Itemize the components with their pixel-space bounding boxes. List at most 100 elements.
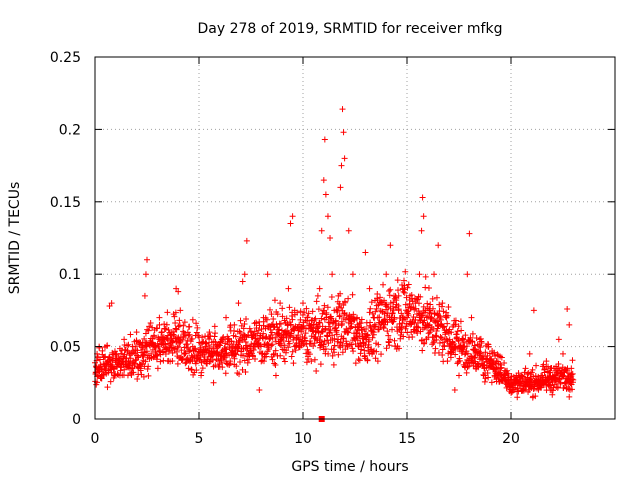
x-tick-label: 5 xyxy=(195,431,204,447)
data-point xyxy=(172,320,179,327)
data-point xyxy=(134,347,141,354)
data-point xyxy=(472,350,479,357)
data-point xyxy=(206,345,213,352)
data-point xyxy=(266,336,273,343)
data-point xyxy=(414,329,421,336)
data-point xyxy=(290,360,297,367)
data-point xyxy=(112,350,119,357)
data-point xyxy=(305,356,312,363)
y-tick-label: 0.05 xyxy=(50,340,81,356)
data-point xyxy=(349,345,356,352)
data-point xyxy=(133,329,140,336)
data-point xyxy=(248,329,254,336)
data-point xyxy=(373,348,380,355)
data-point xyxy=(420,213,427,220)
data-point xyxy=(399,285,406,292)
data-point xyxy=(99,347,106,354)
data-point xyxy=(380,281,387,288)
data-point xyxy=(570,376,577,383)
data-point xyxy=(408,329,415,336)
data-point xyxy=(180,322,187,329)
data-point xyxy=(237,329,244,336)
data-point xyxy=(315,306,322,313)
data-point xyxy=(336,342,343,349)
data-point xyxy=(477,344,484,351)
data-point xyxy=(363,325,370,332)
data-point xyxy=(372,308,379,315)
data-point xyxy=(447,350,454,357)
data-point xyxy=(560,385,567,392)
axis-ticks xyxy=(94,56,615,420)
data-point xyxy=(135,354,142,361)
y-tick-label: 0.2 xyxy=(59,122,81,138)
data-point xyxy=(142,330,149,337)
data-point xyxy=(533,362,540,369)
data-point xyxy=(324,304,331,311)
data-point xyxy=(282,328,289,335)
data-point xyxy=(389,310,396,317)
data-point xyxy=(291,307,298,314)
data-point xyxy=(289,213,296,220)
data-point xyxy=(212,362,219,369)
data-point xyxy=(374,290,381,297)
data-point xyxy=(348,323,355,330)
data-point xyxy=(314,292,321,299)
data-point xyxy=(209,356,216,363)
data-point xyxy=(356,357,363,364)
data-point xyxy=(456,357,463,364)
data-point xyxy=(329,271,336,278)
data-point xyxy=(331,307,338,314)
data-point xyxy=(169,350,176,357)
data-point xyxy=(422,284,429,291)
data-point xyxy=(318,227,325,234)
data-point xyxy=(303,359,310,366)
data-point xyxy=(272,334,279,341)
data-point xyxy=(178,347,185,354)
data-point xyxy=(336,300,343,307)
data-point xyxy=(324,213,331,220)
data-point xyxy=(327,327,334,334)
data-point xyxy=(420,303,427,310)
data-point xyxy=(301,309,308,316)
data-point xyxy=(421,339,428,346)
data-point xyxy=(460,343,467,350)
data-point xyxy=(473,334,480,341)
data-point xyxy=(189,316,196,323)
data-point xyxy=(405,312,412,319)
data-point xyxy=(320,341,327,348)
data-point xyxy=(255,327,262,334)
data-point xyxy=(383,271,390,278)
data-point xyxy=(96,356,103,363)
data-point xyxy=(461,351,468,358)
data-point xyxy=(240,325,247,332)
data-point xyxy=(317,333,324,340)
data-point xyxy=(355,323,362,330)
data-point xyxy=(303,305,310,312)
chart-title: Day 278 of 2019, SRMTID for receiver mfk… xyxy=(198,21,503,37)
data-point xyxy=(445,304,452,311)
data-point xyxy=(218,336,225,343)
data-point xyxy=(369,334,376,341)
data-point xyxy=(378,351,385,358)
data-point xyxy=(364,331,371,338)
data-point xyxy=(305,310,312,317)
data-point xyxy=(263,350,270,357)
data-point xyxy=(317,361,324,368)
data-point xyxy=(386,342,393,349)
data-point xyxy=(307,338,314,345)
data-point xyxy=(422,307,429,314)
data-point xyxy=(269,356,276,363)
data-point xyxy=(233,363,240,370)
data-point xyxy=(108,300,115,307)
data-point xyxy=(141,335,148,342)
data-point xyxy=(175,288,182,295)
data-point xyxy=(177,307,184,314)
data-point xyxy=(297,308,304,315)
data-point xyxy=(366,285,373,292)
data-point xyxy=(163,321,170,328)
data-point xyxy=(211,323,218,330)
data-point xyxy=(394,277,401,284)
data-point xyxy=(419,347,426,354)
data-point xyxy=(306,351,313,358)
data-point xyxy=(429,305,436,312)
